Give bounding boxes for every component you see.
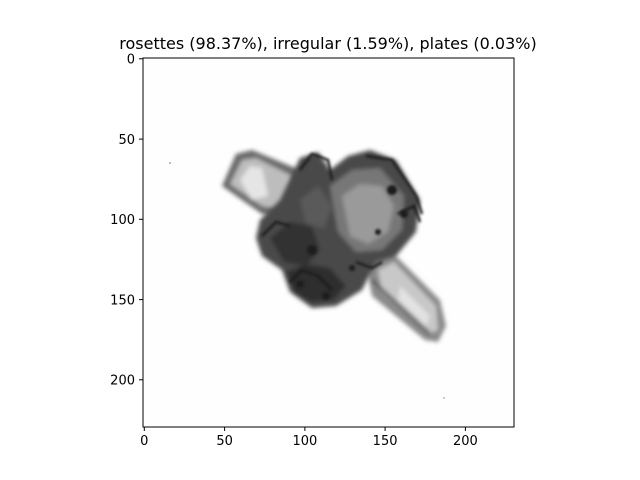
y-tick-label: 150 [110, 293, 135, 308]
crystal-image [143, 58, 514, 427]
axes-frame [142, 57, 515, 428]
y-tick-label: 100 [110, 213, 135, 228]
y-tick-label: 50 [118, 133, 135, 148]
x-tick-label: 100 [292, 434, 317, 449]
x-tick-label: 200 [453, 434, 478, 449]
x-tick-label: 50 [216, 434, 233, 449]
y-axis: 0 50 100 150 200 [110, 53, 143, 389]
y-tick-label: 200 [110, 374, 135, 389]
y-tick-label: 0 [127, 53, 135, 68]
x-tick-label: 0 [140, 434, 148, 449]
plot-title: rosettes (98.37%), irregular (1.59%), pl… [119, 34, 536, 53]
x-tick-label: 150 [373, 434, 398, 449]
x-axis: 0 50 100 150 200 [140, 427, 478, 449]
